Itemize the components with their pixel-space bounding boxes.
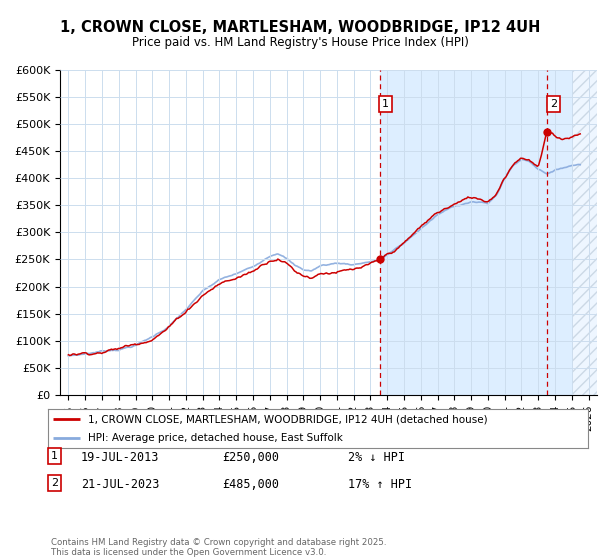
Text: 1, CROWN CLOSE, MARTLESHAM, WOODBRIDGE, IP12 4UH: 1, CROWN CLOSE, MARTLESHAM, WOODBRIDGE, … xyxy=(60,20,540,35)
Bar xyxy=(380,70,597,395)
Text: 1: 1 xyxy=(382,99,389,109)
Bar xyxy=(572,70,597,395)
Text: 21-JUL-2023: 21-JUL-2023 xyxy=(81,478,160,491)
Text: 2: 2 xyxy=(550,99,557,109)
Text: 2: 2 xyxy=(51,478,58,488)
Text: 1: 1 xyxy=(51,451,58,461)
Text: 2% ↓ HPI: 2% ↓ HPI xyxy=(348,451,405,464)
Text: 17% ↑ HPI: 17% ↑ HPI xyxy=(348,478,412,491)
Text: 1, CROWN CLOSE, MARTLESHAM, WOODBRIDGE, IP12 4UH (detached house): 1, CROWN CLOSE, MARTLESHAM, WOODBRIDGE, … xyxy=(89,414,488,424)
Text: £485,000: £485,000 xyxy=(222,478,279,491)
Text: £250,000: £250,000 xyxy=(222,451,279,464)
Text: Price paid vs. HM Land Registry's House Price Index (HPI): Price paid vs. HM Land Registry's House … xyxy=(131,36,469,49)
Text: 19-JUL-2013: 19-JUL-2013 xyxy=(81,451,160,464)
Text: HPI: Average price, detached house, East Suffolk: HPI: Average price, detached house, East… xyxy=(89,433,343,443)
Text: Contains HM Land Registry data © Crown copyright and database right 2025.
This d: Contains HM Land Registry data © Crown c… xyxy=(51,538,386,557)
